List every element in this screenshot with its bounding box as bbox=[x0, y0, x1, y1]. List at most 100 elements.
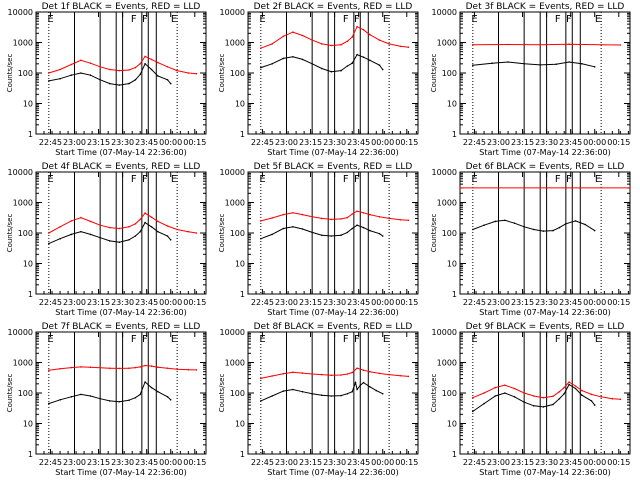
data-point-lld bbox=[176, 368, 178, 371]
data-point-events bbox=[70, 233, 73, 236]
series-line-events bbox=[48, 221, 172, 245]
data-point-events bbox=[356, 53, 358, 56]
data-point-events bbox=[568, 61, 570, 63]
data-point-events bbox=[593, 229, 596, 232]
data-point-lld bbox=[70, 63, 73, 66]
data-point-events bbox=[513, 396, 516, 398]
data-point-events bbox=[472, 410, 474, 413]
series-line-events bbox=[48, 62, 172, 86]
data-point-events bbox=[99, 397, 101, 400]
x-tick-label: 23:30 bbox=[323, 458, 346, 467]
flag-label: F bbox=[354, 14, 360, 25]
data-point-lld bbox=[321, 43, 323, 45]
data-point-lld bbox=[590, 393, 593, 396]
data-point-lld bbox=[301, 34, 304, 37]
data-point-events bbox=[593, 404, 596, 406]
y-tick-label: 1000 bbox=[13, 359, 33, 368]
y-tick-label: 1000 bbox=[225, 39, 245, 48]
data-point-lld bbox=[552, 395, 554, 398]
data-point-lld bbox=[134, 366, 137, 369]
detector-panel-3: Det 3f BLACK = Events, RED = LLD E F F E 1 10 1… bbox=[430, 2, 631, 157]
x-tick-label: 00:15 bbox=[183, 138, 206, 147]
data-point-lld bbox=[321, 217, 323, 220]
data-point-events bbox=[523, 401, 525, 404]
data-point-lld bbox=[195, 72, 198, 75]
detector-panel-4: Det 4f BLACK = Events, RED = LLD E F F E 1 10 1… bbox=[6, 162, 207, 317]
data-point-events bbox=[472, 228, 474, 231]
data-point-events bbox=[166, 396, 169, 398]
series-line-lld bbox=[260, 367, 409, 379]
y-tick-label: 10 bbox=[447, 420, 457, 429]
x-tick-label: 23:00 bbox=[275, 298, 298, 307]
x-tick-label: 23:15 bbox=[87, 138, 110, 147]
x-tick-label: 22:45 bbox=[39, 458, 62, 467]
data-point-events bbox=[109, 82, 111, 85]
data-point-events bbox=[311, 63, 314, 65]
data-point-events bbox=[351, 62, 354, 64]
data-point-events bbox=[260, 237, 262, 240]
data-point-events bbox=[362, 381, 365, 384]
data-point-events bbox=[70, 396, 73, 398]
data-point-lld bbox=[144, 212, 146, 214]
x-tick-label: 00:00 bbox=[583, 298, 606, 307]
flag-label: E bbox=[595, 334, 601, 345]
x-tick-label: 00:00 bbox=[371, 298, 394, 307]
data-point-events bbox=[491, 62, 493, 64]
plot-frame bbox=[247, 11, 419, 135]
y-tick-label: 10000 bbox=[8, 328, 33, 337]
data-point-events bbox=[169, 399, 172, 401]
data-point-lld bbox=[600, 396, 602, 398]
data-point-lld bbox=[378, 216, 381, 218]
x-tick-label: 23:30 bbox=[323, 138, 346, 147]
data-point-lld bbox=[187, 230, 190, 233]
x-axis-label: Start Time (07-May-14 22:36:00) bbox=[55, 308, 186, 317]
data-point-lld bbox=[407, 219, 410, 222]
plot-frame bbox=[459, 11, 631, 135]
data-point-lld bbox=[568, 381, 570, 383]
data-point-lld bbox=[176, 69, 178, 72]
data-point-events bbox=[330, 70, 333, 73]
data-point-events bbox=[558, 397, 561, 400]
y-tick-label: 1 bbox=[28, 130, 33, 139]
x-tick-label: 00:00 bbox=[159, 298, 182, 307]
data-point-lld bbox=[388, 373, 390, 376]
flag-label: E bbox=[595, 14, 601, 25]
data-point-events bbox=[321, 234, 323, 236]
flag-label: E bbox=[259, 14, 265, 25]
flag-label: E bbox=[47, 334, 53, 345]
data-point-events bbox=[282, 227, 285, 230]
data-point-events bbox=[128, 239, 130, 241]
x-tick-label: 23:30 bbox=[111, 298, 134, 307]
y-tick-label: 100 bbox=[230, 389, 245, 398]
data-point-events bbox=[542, 406, 545, 408]
data-point-events bbox=[292, 56, 294, 58]
flag-label: F bbox=[142, 174, 148, 185]
x-tick-label: 23:15 bbox=[87, 458, 110, 467]
series-line-events bbox=[472, 61, 595, 68]
data-point-lld bbox=[271, 43, 273, 45]
data-point-events bbox=[381, 68, 384, 71]
series-line-events bbox=[260, 224, 383, 240]
flag-label: F bbox=[354, 174, 360, 185]
y-tick-label: 10 bbox=[235, 100, 245, 109]
data-point-events bbox=[593, 66, 596, 68]
data-point-events bbox=[282, 57, 285, 60]
data-point-events bbox=[311, 231, 314, 234]
data-point-lld bbox=[48, 369, 50, 372]
series-line-lld bbox=[472, 381, 621, 400]
data-point-events bbox=[539, 64, 541, 66]
series-line-events bbox=[472, 383, 596, 412]
y-tick-label: 10 bbox=[235, 260, 245, 269]
x-tick-label: 23:45 bbox=[559, 458, 582, 467]
data-point-events bbox=[504, 392, 506, 394]
x-tick-label: 00:15 bbox=[607, 138, 630, 147]
flag-label: E bbox=[171, 174, 177, 185]
x-tick-label: 22:45 bbox=[463, 298, 486, 307]
data-point-lld bbox=[542, 396, 545, 399]
data-point-lld bbox=[109, 226, 111, 229]
data-point-events bbox=[362, 226, 365, 229]
data-point-lld bbox=[407, 46, 410, 48]
x-tick-label: 23:15 bbox=[511, 138, 534, 147]
y-tick-label: 10 bbox=[23, 260, 33, 269]
data-point-events bbox=[533, 228, 535, 231]
